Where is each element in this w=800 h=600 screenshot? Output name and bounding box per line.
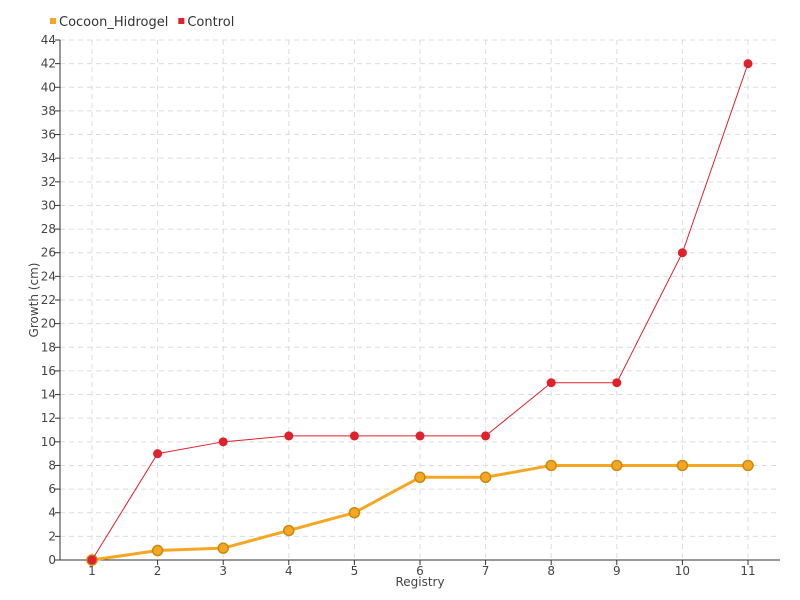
data-point-control [481,431,491,441]
x-axis-title: Registry [395,575,444,589]
x-tick-label: 11 [740,564,755,578]
y-tick-label: 42 [41,57,56,71]
data-point-cocoon-hidrogel [545,459,557,472]
y-tick-label: 30 [41,198,56,212]
data-point-cocoon-hidrogel [151,544,164,557]
x-tick-label: 10 [675,564,690,578]
data-point-control [612,378,622,388]
x-tick-label: 2 [154,564,162,578]
y-tick-label: 32 [41,175,56,189]
y-tick-label: 24 [41,269,56,283]
y-tick-label: 44 [41,33,56,47]
y-tick-label: 0 [48,553,56,567]
data-point-control [415,431,425,441]
y-tick-label: 8 [48,458,56,472]
data-point-control [743,59,753,69]
y-tick-label: 16 [41,364,56,378]
y-axis-title: Growth (cm) [27,263,41,338]
y-tick-label: 20 [41,317,56,331]
y-tick-label: 38 [41,104,56,118]
y-tick-label: 26 [41,246,56,260]
y-tick-label: 4 [48,506,56,520]
data-point-control [546,378,556,388]
legend-marker-cocoon-hidrogel [50,18,56,24]
y-tick-label: 36 [41,128,56,142]
y-tick-label: 6 [48,482,56,496]
data-point-cocoon-hidrogel [742,459,754,472]
y-tick-label: 18 [41,340,56,354]
data-point-cocoon-hidrogel [611,459,623,472]
legend-label-control: Control [187,15,234,30]
data-point-control [677,248,687,258]
series-layer [86,59,754,566]
y-tick-label: 10 [41,435,56,449]
x-tick-label: 5 [351,564,359,578]
x-tick-label: 8 [547,564,555,578]
data-point-control [284,431,294,441]
y-tick-label: 22 [41,293,56,307]
data-point-control [218,437,228,447]
data-point-cocoon-hidrogel [414,471,426,484]
y-tick-label: 40 [41,80,56,94]
data-point-cocoon-hidrogel [348,506,361,519]
legend-marker-control [178,18,185,24]
x-tick-label: 7 [482,564,490,578]
legend: Cocoon_Hidrogel Control [50,15,234,30]
x-tick-label: 6 [416,564,424,578]
x-tick-label: 3 [219,564,227,578]
data-point-control [349,431,359,441]
x-tick-label: 1 [88,564,96,578]
y-tick-label: 14 [41,388,56,402]
y-tick-label: 34 [41,151,56,165]
legend-label-cocoon-hidrogel: Cocoon_Hidrogel [59,15,168,30]
axes: 0246810121416182022242628303234363840424… [41,33,780,578]
data-point-control [153,449,163,459]
x-tick-label: 9 [613,564,621,578]
data-point-cocoon-hidrogel [676,459,689,472]
x-tick-label: 4 [285,564,293,578]
y-tick-label: 12 [41,411,56,425]
y-tick-label: 2 [48,529,56,543]
data-point-cocoon-hidrogel [479,471,492,484]
data-point-cocoon-hidrogel [217,542,229,554]
data-point-cocoon-hidrogel [283,524,295,537]
data-point-control [87,555,97,565]
y-tick-label: 28 [41,222,56,236]
